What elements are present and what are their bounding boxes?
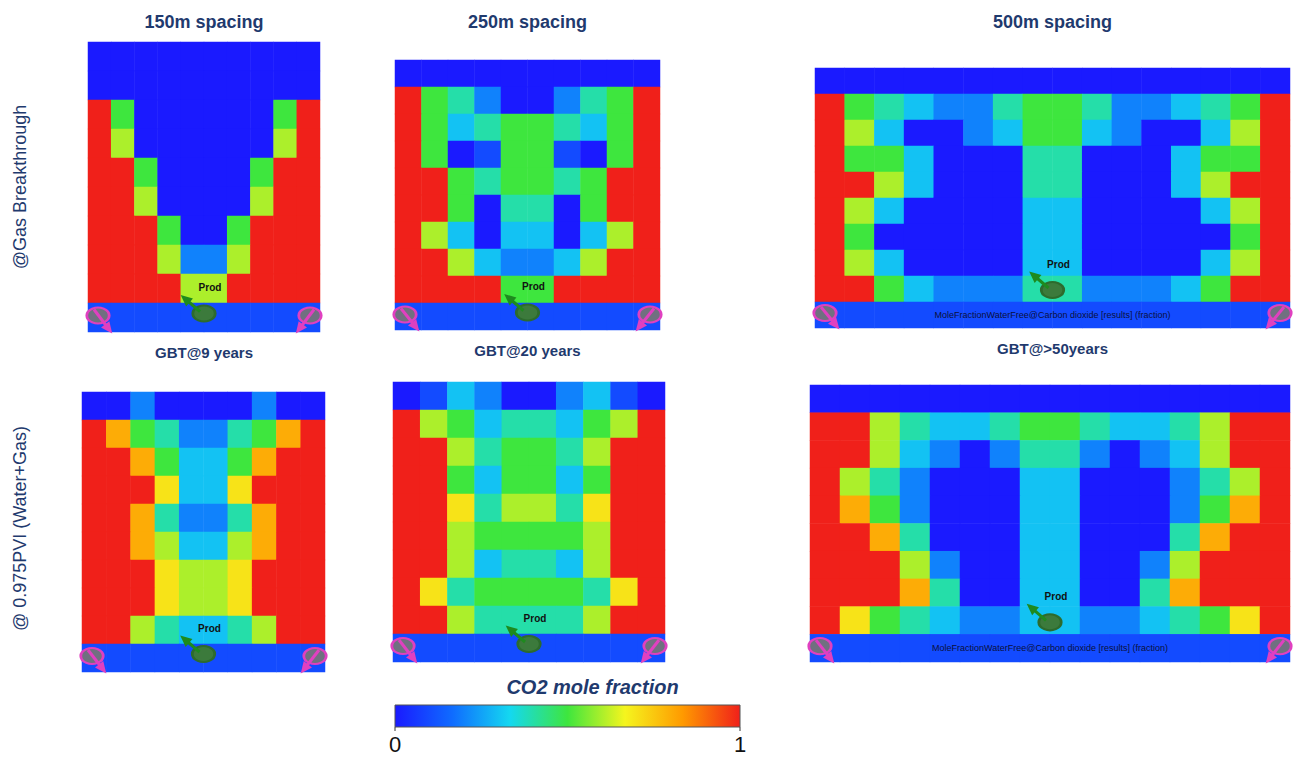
- svg-text:Prod: Prod: [199, 282, 222, 293]
- svg-text:MoleFractionWaterFree@Carbon d: MoleFractionWaterFree@Carbon dioxide [re…: [932, 643, 1168, 653]
- svg-text:Prod: Prod: [1045, 591, 1068, 602]
- svg-text:@Gas Breakthrough: @Gas Breakthrough: [10, 105, 30, 269]
- svg-text:1: 1: [734, 732, 746, 757]
- svg-text:MoleFractionWaterFree@Carbon d: MoleFractionWaterFree@Carbon dioxide [re…: [935, 310, 1171, 320]
- svg-text:250m spacing: 250m spacing: [468, 12, 587, 32]
- svg-text:0: 0: [389, 732, 401, 757]
- svg-text:GBT@9 years: GBT@9 years: [155, 344, 253, 361]
- svg-text:500m spacing: 500m spacing: [993, 12, 1112, 32]
- svg-text:Prod: Prod: [524, 613, 547, 624]
- svg-text:CO2 mole fraction: CO2 mole fraction: [506, 676, 678, 698]
- svg-text:Prod: Prod: [1047, 259, 1070, 270]
- svg-text:Prod: Prod: [198, 623, 221, 634]
- svg-text:GBT@20 years: GBT@20 years: [474, 342, 580, 359]
- svg-text:GBT@>50years: GBT@>50years: [997, 340, 1108, 357]
- svg-text:150m spacing: 150m spacing: [144, 12, 263, 32]
- svg-text:@ 0.975PVI (Water+Gas): @ 0.975PVI (Water+Gas): [10, 426, 30, 631]
- svg-text:Prod: Prod: [522, 281, 545, 292]
